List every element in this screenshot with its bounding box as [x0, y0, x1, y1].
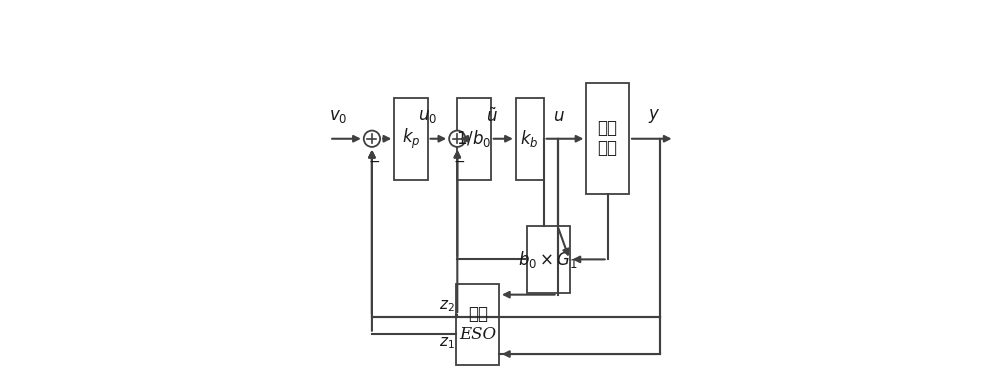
FancyBboxPatch shape [527, 226, 570, 293]
Text: $z_1$: $z_1$ [439, 335, 455, 351]
Text: $-$: $-$ [453, 154, 465, 168]
Text: $b_0\times G_1$: $b_0\times G_1$ [518, 249, 578, 270]
FancyBboxPatch shape [394, 98, 428, 180]
Text: $k_p$: $k_p$ [402, 127, 420, 151]
Text: $y$: $y$ [648, 107, 661, 125]
FancyBboxPatch shape [586, 83, 629, 194]
Text: 被控
对象: 被控 对象 [598, 120, 618, 157]
Circle shape [449, 131, 465, 147]
Circle shape [364, 131, 380, 147]
FancyBboxPatch shape [516, 98, 544, 180]
Text: $v_0$: $v_0$ [329, 108, 348, 125]
Text: 二阶
ESO: 二阶 ESO [459, 306, 496, 343]
Text: $1/b_0$: $1/b_0$ [456, 128, 492, 149]
Text: $\tilde{u}$: $\tilde{u}$ [486, 107, 498, 126]
FancyBboxPatch shape [456, 283, 499, 365]
Text: $u_0$: $u_0$ [418, 108, 437, 125]
Text: $z_2$: $z_2$ [439, 298, 455, 314]
Text: $u$: $u$ [553, 108, 565, 125]
FancyBboxPatch shape [457, 98, 491, 180]
Text: $-$: $-$ [368, 154, 380, 168]
Text: $k_b$: $k_b$ [520, 128, 539, 149]
